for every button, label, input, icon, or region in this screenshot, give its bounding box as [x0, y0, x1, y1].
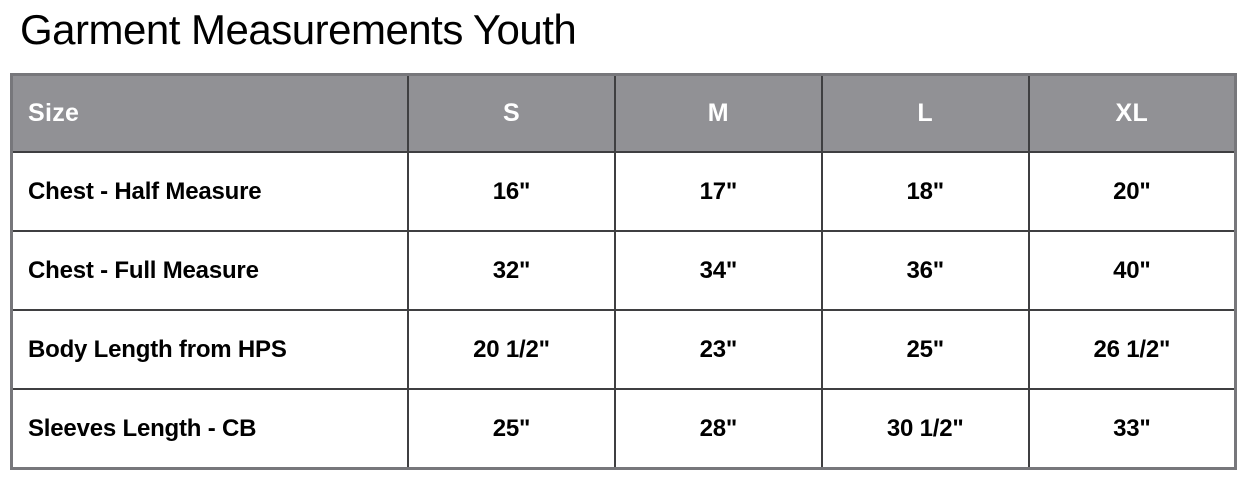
measurement-value: 17"	[613, 151, 823, 233]
measurement-value: 34"	[613, 230, 823, 312]
measurement-value: 26 1/2"	[1027, 309, 1237, 391]
garment-measurements-table: Size S M L XL Chest - Half Measure 16" 1…	[10, 72, 1237, 470]
column-header-size: Size	[10, 73, 410, 154]
measurement-value: 36"	[820, 230, 1030, 312]
measurement-value: 16"	[407, 151, 616, 233]
row-label: Chest - Half Measure	[10, 151, 410, 233]
measurement-value: 20 1/2"	[407, 309, 616, 391]
page-title: Garment Measurements Youth	[20, 6, 1242, 54]
measurement-value: 18"	[820, 151, 1030, 233]
row-label: Sleeves Length - CB	[10, 388, 410, 470]
measurement-value: 33"	[1027, 388, 1237, 470]
measurement-value: 32"	[407, 230, 616, 312]
column-header-m: M	[613, 73, 823, 154]
table-row: Chest - Full Measure 32" 34" 36" 40"	[10, 230, 1237, 312]
measurement-value: 28"	[613, 388, 823, 470]
measurement-value: 25"	[407, 388, 616, 470]
measurement-value: 20"	[1027, 151, 1237, 233]
table-row: Sleeves Length - CB 25" 28" 30 1/2" 33"	[10, 388, 1237, 470]
measurement-value: 25"	[820, 309, 1030, 391]
column-header-xl: XL	[1027, 73, 1237, 154]
column-header-s: S	[407, 73, 616, 154]
table-row: Chest - Half Measure 16" 17" 18" 20"	[10, 151, 1237, 233]
measurement-value: 40"	[1027, 230, 1237, 312]
table-row: Body Length from HPS 20 1/2" 23" 25" 26 …	[10, 309, 1237, 391]
title-garment-measurements: Garment Measurements	[20, 6, 463, 53]
measurement-value: 23"	[613, 309, 823, 391]
row-label: Body Length from HPS	[10, 309, 410, 391]
table-header-row: Size S M L XL	[10, 73, 1237, 154]
measurement-value: 30 1/2"	[820, 388, 1030, 470]
column-header-l: L	[820, 73, 1030, 154]
title-youth: Youth	[472, 6, 577, 53]
row-label: Chest - Full Measure	[10, 230, 410, 312]
